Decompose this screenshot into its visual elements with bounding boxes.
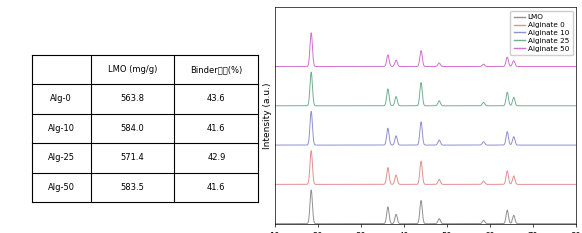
LMO [308, 188, 315, 191]
LMO [567, 222, 574, 225]
Alginate 0 [271, 183, 278, 186]
Alginate 25 [324, 104, 331, 107]
Text: 571.4: 571.4 [120, 153, 144, 162]
Alginate 25 [400, 104, 407, 107]
Alginate 0 [567, 183, 574, 186]
Alginate 0 [387, 181, 394, 184]
Alginate 25 [534, 104, 541, 107]
Alginate 10 [573, 144, 580, 147]
Y-axis label: Intensity (a.u.): Intensity (a.u.) [263, 82, 272, 149]
Alginate 25 [271, 104, 278, 107]
Alginate 10 [308, 110, 315, 113]
LMO [557, 222, 564, 225]
Alginate 50 [573, 65, 580, 68]
Alginate 0 [324, 183, 331, 186]
Text: Binder함량(%): Binder함량(%) [190, 65, 243, 74]
LMO [306, 216, 313, 219]
Text: Alg-10: Alg-10 [48, 124, 74, 133]
Text: Alg-50: Alg-50 [48, 183, 74, 192]
Text: 43.6: 43.6 [207, 94, 226, 103]
Alginate 10 [306, 137, 313, 140]
Alginate 10 [567, 144, 574, 147]
Text: Alg-25: Alg-25 [48, 153, 74, 162]
LMO [271, 222, 278, 225]
Line: LMO: LMO [275, 190, 576, 224]
Alginate 10 [534, 144, 541, 147]
Legend: LMO, Alginate 0, Alginate 10, Alginate 25, Alginate 50: LMO, Alginate 0, Alginate 10, Alginate 2… [510, 10, 573, 55]
Alginate 25 [306, 98, 313, 101]
Text: 584.0: 584.0 [120, 124, 144, 133]
Alginate 50 [400, 65, 407, 68]
Text: 41.6: 41.6 [207, 124, 226, 133]
Text: LMO (mg/g): LMO (mg/g) [108, 65, 157, 74]
Line: Alginate 50: Alginate 50 [275, 33, 576, 66]
Alginate 50 [324, 65, 331, 68]
Alginate 10 [387, 141, 394, 144]
LMO [324, 222, 331, 225]
Alginate 25 [567, 104, 574, 107]
Line: Alginate 25: Alginate 25 [275, 72, 576, 106]
Alginate 50 [387, 64, 394, 66]
Text: 563.8: 563.8 [120, 94, 144, 103]
Alginate 50 [567, 65, 574, 68]
Alginate 10 [400, 144, 407, 147]
LMO [387, 220, 394, 223]
Text: 41.6: 41.6 [207, 183, 226, 192]
Alginate 10 [324, 144, 331, 147]
Alginate 25 [573, 104, 580, 107]
Alginate 50 [534, 65, 541, 68]
Text: 583.5: 583.5 [120, 183, 144, 192]
Alginate 0 [534, 183, 541, 186]
Alginate 10 [271, 144, 278, 147]
Line: Alginate 0: Alginate 0 [275, 151, 576, 184]
Alginate 50 [271, 65, 278, 68]
Alginate 0 [308, 149, 315, 152]
LMO [534, 222, 541, 225]
Alginate 0 [306, 177, 313, 180]
Alginate 0 [573, 183, 580, 186]
Alginate 25 [387, 102, 394, 105]
Alginate 50 [308, 31, 315, 34]
LMO [573, 222, 580, 225]
LMO [400, 222, 407, 225]
Alginate 50 [306, 59, 313, 62]
Text: 42.9: 42.9 [207, 153, 226, 162]
Line: Alginate 10: Alginate 10 [275, 111, 576, 145]
Alginate 0 [400, 183, 407, 186]
Alginate 25 [308, 71, 315, 73]
Text: Alg-0: Alg-0 [50, 94, 72, 103]
